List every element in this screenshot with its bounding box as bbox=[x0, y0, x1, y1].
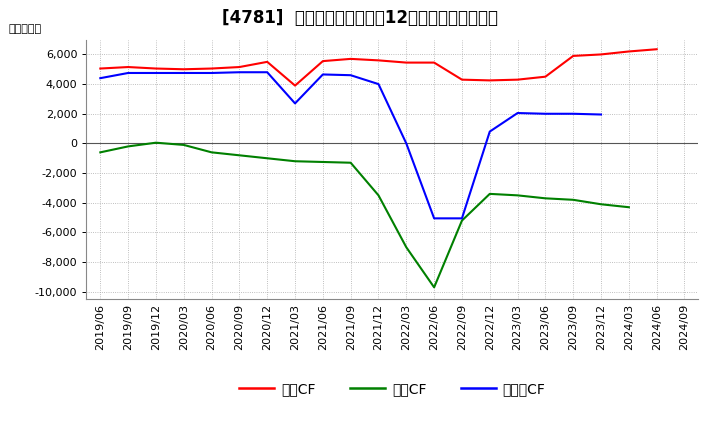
Legend: 営業CF, 投資CF, フリーCF: 営業CF, 投資CF, フリーCF bbox=[234, 376, 551, 401]
Y-axis label: （百万円）: （百万円） bbox=[9, 24, 42, 34]
Text: [4781]  キャッシュフローの12か月移動合計の推移: [4781] キャッシュフローの12か月移動合計の推移 bbox=[222, 9, 498, 27]
